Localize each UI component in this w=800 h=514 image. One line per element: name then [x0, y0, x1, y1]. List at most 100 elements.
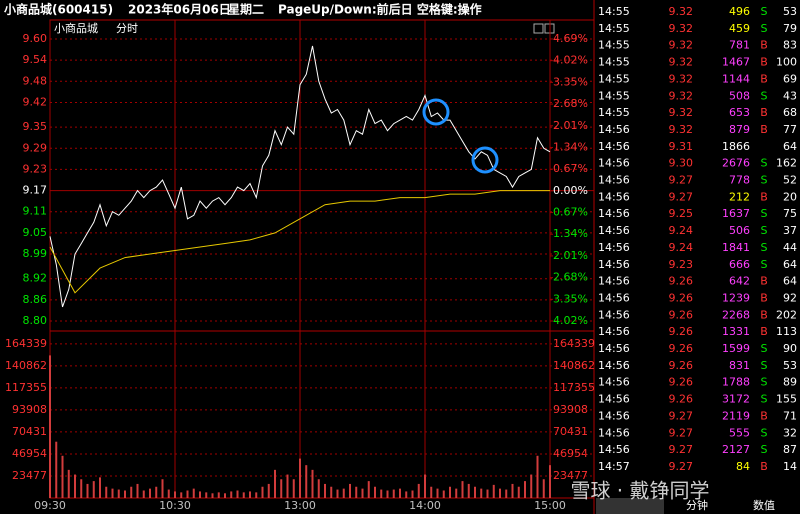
volume-bar: [155, 486, 158, 498]
trade-count: 155: [776, 393, 797, 406]
trade-price: 9.26: [669, 325, 694, 338]
volume-bar: [417, 483, 420, 498]
trade-price: 9.32: [669, 39, 694, 52]
y2-tick-label: 140862: [553, 359, 595, 372]
trade-price: 9.27: [669, 460, 694, 473]
trade-side: B: [760, 460, 768, 473]
volume-bar: [480, 488, 483, 498]
volume-bar: [336, 489, 339, 498]
date: 2023年06月06日: [128, 2, 231, 17]
trade-count: 92: [783, 291, 797, 304]
trade-time: 14:56: [598, 443, 630, 456]
volume-bar: [380, 489, 383, 498]
chart-title: 小商品城: [54, 21, 98, 35]
watermark: 雪球 · 戴铮同学: [570, 479, 709, 503]
volume-bar: [111, 488, 114, 498]
y2-tick-label: 2.68%: [553, 97, 588, 110]
volume-bar: [474, 486, 476, 498]
volume-bar: [117, 489, 120, 498]
volume-bar: [55, 441, 58, 498]
stock-title: 小商品城(600415): [4, 2, 113, 17]
trade-side: S: [761, 207, 768, 220]
trade-time: 14:55: [598, 5, 630, 18]
trade-count: 87: [783, 443, 797, 456]
volume-bar: [536, 455, 539, 498]
y2-tick-label: 2.01%: [553, 119, 588, 132]
trade-time: 14:55: [598, 56, 630, 69]
trade-time: 14:56: [598, 123, 630, 136]
trade-side: S: [761, 241, 768, 254]
trade-time: 14:55: [598, 89, 630, 102]
trade-price: 9.27: [669, 409, 694, 422]
y2-tick-label: 4.02%: [553, 314, 588, 327]
volume-bar: [305, 465, 308, 498]
volume-bar: [61, 455, 64, 498]
trade-volume: 555: [729, 426, 750, 439]
highlight-circle: [422, 98, 450, 126]
trade-time: 14:56: [598, 325, 630, 338]
y-tick-label: 8.92: [23, 272, 48, 285]
volume-bar: [392, 489, 395, 498]
y-tick-label: 9.29: [23, 141, 48, 154]
volume-bar: [242, 492, 245, 498]
trade-price: 9.26: [669, 376, 694, 389]
trade-price: 9.32: [669, 72, 694, 85]
y-tick-label: 9.35: [23, 120, 48, 133]
y-tick-label: 8.86: [23, 293, 48, 306]
volume-bar: [324, 483, 326, 498]
trade-side: B: [760, 39, 768, 52]
trade-price: 9.26: [669, 308, 694, 321]
x-tick-label: 10:30: [159, 499, 191, 512]
trade-count: 44: [783, 241, 797, 254]
trade-side: B: [760, 123, 768, 136]
trade-volume: 2676: [722, 157, 750, 170]
volume-bar: [311, 469, 314, 498]
trade-volume: 1788: [722, 376, 750, 389]
tab[interactable]: 数值: [753, 499, 775, 512]
trade-side: B: [760, 190, 768, 203]
trade-time: 14:55: [598, 106, 630, 119]
y-tick-label: 8.80: [23, 314, 48, 327]
volume-bar: [317, 479, 320, 498]
volume-bar: [292, 479, 295, 498]
trade-time: 14:56: [598, 190, 630, 203]
trade-count: 69: [783, 72, 797, 85]
volume-bar: [361, 488, 364, 498]
volume-bar: [186, 490, 189, 498]
trade-count: 162: [776, 157, 797, 170]
volume-bar: [167, 489, 170, 498]
trade-count: 64: [783, 140, 797, 153]
volume-bar: [174, 491, 176, 498]
trade-time: 14:56: [598, 258, 630, 271]
trade-volume: 778: [729, 174, 750, 187]
hint: PageUp/Down:前后日 空格键:操作: [278, 2, 482, 17]
tab[interactable]: 分钟: [686, 498, 708, 512]
volume-bar: [180, 492, 183, 498]
trade-price: 9.26: [669, 393, 694, 406]
volume-bar: [261, 486, 264, 498]
volume-bar: [124, 490, 126, 498]
trade-time: 14:56: [598, 157, 630, 170]
volume-bar: [199, 491, 201, 498]
volume-bar: [511, 483, 514, 498]
trade-time: 14:56: [598, 342, 630, 355]
trade-side: B: [760, 291, 768, 304]
trade-time: 14:55: [598, 22, 630, 35]
trade-count: 71: [783, 409, 797, 422]
y2-tick-label: 1.34%: [553, 140, 588, 153]
trade-count: 20: [783, 190, 797, 203]
y2-tick-label: 1.34%: [553, 227, 588, 240]
y2-tick-label: 2.01%: [553, 249, 588, 262]
y2-tick-label: 4.69%: [553, 32, 588, 45]
trade-price: 9.23: [669, 258, 694, 271]
trade-time: 14:55: [598, 72, 630, 85]
weekday: 星期二: [228, 2, 264, 17]
trade-side: S: [761, 22, 768, 35]
volume-bar: [524, 481, 526, 498]
trade-volume: 1841: [722, 241, 750, 254]
window-icon[interactable]: [533, 23, 544, 34]
trade-volume: 642: [729, 275, 750, 288]
y2-tick-label: 3.35%: [553, 75, 588, 88]
